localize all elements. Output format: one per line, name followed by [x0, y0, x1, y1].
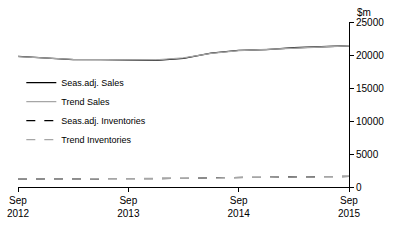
svg-text:$m: $m [357, 7, 371, 18]
svg-text:15000: 15000 [356, 83, 384, 94]
svg-text:25000: 25000 [356, 17, 384, 28]
svg-text:5000: 5000 [356, 149, 379, 160]
svg-text:Sep2014: Sep2014 [228, 195, 251, 219]
svg-text:Sep2015: Sep2015 [338, 195, 361, 219]
svg-text:Trend Inventories: Trend Inventories [61, 135, 131, 145]
svg-text:Sep2013: Sep2013 [117, 195, 140, 219]
svg-text:Trend Sales: Trend Sales [61, 97, 110, 107]
svg-text:0: 0 [356, 182, 362, 193]
svg-text:20000: 20000 [356, 50, 384, 61]
svg-text:10000: 10000 [356, 116, 384, 127]
svg-text:Seas.adj. Inventories: Seas.adj. Inventories [61, 116, 146, 126]
svg-text:Sep2012: Sep2012 [7, 195, 30, 219]
svg-text:Seas.adj. Sales: Seas.adj. Sales [61, 78, 124, 88]
